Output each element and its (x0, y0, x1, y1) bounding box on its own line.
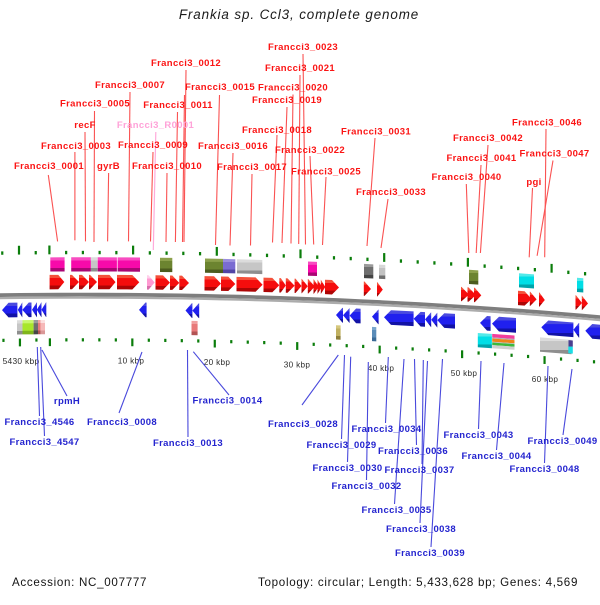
svg-text:Francci3_R0001: Francci3_R0001 (117, 120, 195, 131)
svg-text:Francci3_0007: Francci3_0007 (95, 80, 165, 91)
svg-text:Francci3_0010: Francci3_0010 (132, 161, 202, 172)
svg-text:Francci3_0016: Francci3_0016 (198, 141, 268, 152)
svg-text:Francci3_0025: Francci3_0025 (291, 167, 361, 178)
svg-text:Francci3_0015: Francci3_0015 (185, 82, 255, 93)
svg-text:Francci3_0047: Francci3_0047 (519, 149, 589, 160)
svg-text:Francci3_0049: Francci3_0049 (527, 436, 597, 447)
svg-text:Francci3_0033: Francci3_0033 (356, 187, 426, 198)
svg-text:Francci3_0013: Francci3_0013 (153, 438, 223, 449)
svg-text:Francci3_0003: Francci3_0003 (41, 141, 111, 152)
svg-text:Francci3_0028: Francci3_0028 (268, 419, 338, 430)
svg-text:50 kbp: 50 kbp (451, 369, 478, 378)
svg-text:gyrB: gyrB (97, 161, 120, 172)
svg-text:Francci3_0008: Francci3_0008 (87, 417, 157, 428)
svg-text:Francci3_0031: Francci3_0031 (341, 127, 411, 138)
svg-text:pgi: pgi (526, 177, 541, 188)
svg-text:Francci3_0022: Francci3_0022 (275, 145, 345, 156)
svg-text:Francci3_0039: Francci3_0039 (395, 548, 465, 559)
svg-text:Francci3_0038: Francci3_0038 (386, 524, 456, 535)
svg-text:Francci3_4547: Francci3_4547 (9, 437, 79, 448)
svg-text:Francci3_0041: Francci3_0041 (446, 153, 516, 164)
svg-text:Francci3_0032: Francci3_0032 (331, 481, 401, 492)
svg-text:Francci3_0048: Francci3_0048 (509, 464, 579, 475)
svg-text:Francci3_0040: Francci3_0040 (431, 172, 501, 183)
svg-text:Frankia sp. Ccl3, complete gen: Frankia sp. Ccl3, complete genome (179, 7, 419, 22)
svg-text:rpmH: rpmH (54, 396, 80, 407)
svg-text:Francci3_0009: Francci3_0009 (118, 140, 188, 151)
svg-text:30 kbp: 30 kbp (284, 361, 311, 370)
svg-text:Francci3_0034: Francci3_0034 (351, 424, 421, 435)
svg-text:5430 kbp: 5430 kbp (3, 356, 40, 366)
svg-text:Francci3_0017: Francci3_0017 (217, 162, 287, 173)
svg-text:Francci3_0005: Francci3_0005 (60, 99, 130, 110)
svg-text:Francci3_0020: Francci3_0020 (258, 83, 328, 94)
svg-text:Francci3_0029: Francci3_0029 (306, 440, 376, 451)
svg-text:Francci3_0014: Francci3_0014 (192, 396, 262, 407)
svg-text:Francci3_0030: Francci3_0030 (312, 463, 382, 474)
svg-text:Francci3_0011: Francci3_0011 (143, 100, 213, 111)
svg-text:Francci3_0023: Francci3_0023 (268, 42, 338, 53)
svg-text:Topology: circular; Length: 5,: Topology: circular; Length: 5,433,628 bp… (258, 576, 578, 589)
svg-text:Francci3_0012: Francci3_0012 (151, 58, 221, 69)
svg-text:Francci3_0035: Francci3_0035 (361, 505, 431, 516)
svg-text:40 kbp: 40 kbp (368, 364, 395, 373)
svg-text:Francci3_0001: Francci3_0001 (14, 161, 84, 172)
svg-text:20 kbp: 20 kbp (204, 358, 231, 367)
svg-text:60 kbp: 60 kbp (532, 375, 559, 384)
svg-text:Francci3_0019: Francci3_0019 (252, 95, 322, 106)
svg-text:Francci3_0044: Francci3_0044 (461, 451, 531, 462)
svg-text:Francci3_0043: Francci3_0043 (443, 430, 513, 441)
svg-text:Francci3_0037: Francci3_0037 (384, 465, 454, 476)
svg-text:Francci3_0046: Francci3_0046 (512, 118, 582, 129)
svg-text:Francci3_0042: Francci3_0042 (453, 133, 523, 144)
svg-text:recF: recF (74, 120, 95, 131)
svg-text:Francci3_0021: Francci3_0021 (265, 63, 335, 74)
svg-text:Francci3_0018: Francci3_0018 (242, 125, 312, 136)
svg-text:Francci3_0036: Francci3_0036 (378, 446, 448, 457)
svg-text:10 kbp: 10 kbp (118, 357, 145, 366)
svg-text:Accession: NC_007777: Accession: NC_007777 (12, 576, 147, 589)
svg-text:Francci3_4546: Francci3_4546 (4, 417, 74, 428)
